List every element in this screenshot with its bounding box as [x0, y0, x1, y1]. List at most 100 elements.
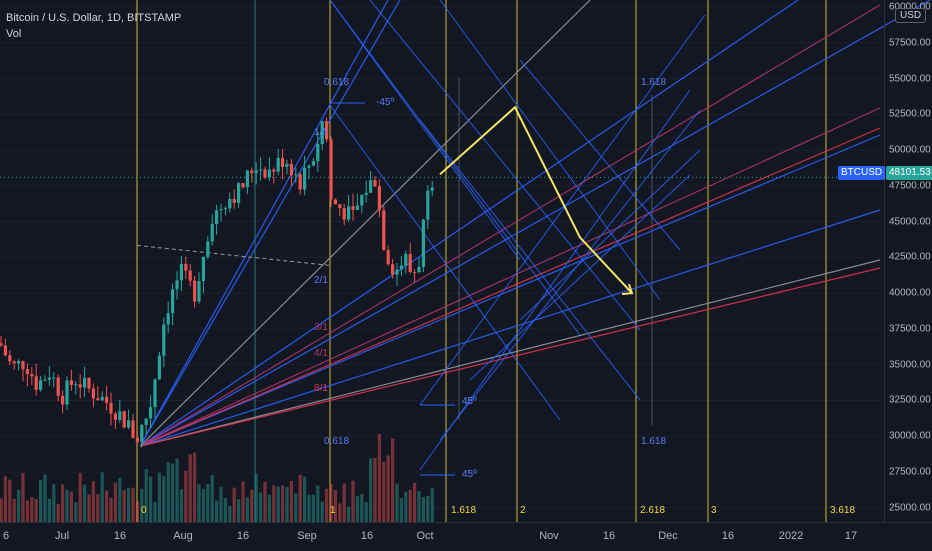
candle-body	[294, 174, 298, 176]
candle-body	[74, 384, 78, 386]
candle-body	[373, 180, 377, 187]
projection-arrow	[439, 105, 633, 294]
candle-body	[131, 420, 135, 438]
volume-bar	[118, 477, 122, 522]
candle-body	[320, 121, 324, 145]
candle-body	[382, 210, 386, 250]
angle-label-mid: 45º	[462, 396, 477, 407]
volume-bar	[78, 473, 82, 522]
candle-body	[21, 361, 25, 370]
volume-bar	[386, 455, 390, 522]
volume-bar	[96, 494, 100, 522]
candle-body	[311, 161, 315, 166]
volume-bar	[289, 480, 293, 522]
time-axis[interactable]	[0, 522, 932, 551]
volume-bar	[166, 462, 170, 522]
time-tick: Nov	[539, 530, 559, 542]
candle-body	[219, 209, 223, 211]
gann-label-8-1: 8/1	[314, 383, 328, 394]
price-tick: 25000.00	[889, 502, 931, 514]
gann-label-3-1: 3/1	[314, 322, 328, 333]
volume-bar	[100, 472, 104, 522]
candle-body	[87, 377, 91, 389]
volume-bar	[241, 481, 245, 522]
volume-bar	[426, 495, 430, 522]
fan-line	[139, 127, 881, 447]
volume-bar	[25, 500, 29, 522]
candle-body	[184, 263, 188, 271]
volume-bar	[307, 494, 311, 522]
candle-body	[193, 280, 197, 302]
gann-label-1-1: 1/1	[314, 127, 328, 138]
price-tick: 42500.00	[889, 251, 931, 263]
lattice-line	[369, 0, 641, 331]
price-tick: 35000.00	[889, 359, 931, 371]
price-tick: 50000.00	[889, 144, 931, 156]
volume-bar	[47, 498, 51, 522]
volume-bar	[259, 492, 263, 522]
volume-bar	[338, 503, 342, 522]
candle-body	[404, 253, 408, 266]
lattice-line	[329, 0, 521, 261]
volume-bar	[34, 498, 38, 522]
candle-body	[272, 169, 276, 172]
fan-line	[139, 107, 881, 447]
fan-line	[139, 0, 591, 447]
support-dashed-line	[136, 244, 331, 266]
candle-body	[329, 139, 333, 200]
lattice-line	[329, 104, 561, 421]
volume-bar	[3, 476, 7, 522]
candle-body	[232, 198, 236, 203]
volume-bar	[131, 487, 135, 522]
volume-bar	[122, 490, 126, 522]
volume-bar	[347, 506, 351, 522]
time-tick: Dec	[658, 530, 678, 542]
legend-title: Bitcoin / U.S. Dollar, 1D, BITSTAMP	[6, 12, 182, 24]
price-axis[interactable]	[884, 0, 932, 522]
fib-label-top-left: 0.618	[324, 77, 350, 88]
volume-bar	[144, 469, 148, 522]
candle-body	[179, 263, 183, 281]
time-tick: 16	[360, 530, 374, 542]
fib-label-top-right: 1.618	[641, 77, 667, 88]
volume-bar	[325, 488, 329, 522]
volume-bar	[294, 493, 298, 522]
price-tick: 40000.00	[889, 287, 931, 299]
candle-body	[166, 313, 170, 325]
volume-bar	[179, 489, 183, 522]
price-tick: 30000.00	[889, 430, 931, 442]
volume-bar	[267, 494, 271, 522]
cycle-label-1-618: 1.618	[451, 505, 477, 516]
volume-bar	[157, 472, 161, 522]
candle-body	[421, 219, 425, 267]
candle-body	[210, 223, 214, 242]
candle-body	[113, 413, 117, 420]
candle-body	[175, 280, 179, 290]
candle-body	[157, 355, 161, 380]
lattice-line	[439, 0, 661, 301]
gann-fan[interactable]	[139, 0, 931, 447]
candle-body	[285, 163, 289, 167]
candle-body	[39, 380, 43, 390]
cycle-label-3-618: 3.618	[830, 505, 856, 516]
volume-bar	[373, 458, 377, 522]
gann-lattice-lines[interactable]	[136, 0, 706, 476]
lattice-line	[419, 14, 706, 406]
candle-body	[188, 270, 192, 281]
volume-bar	[210, 475, 214, 522]
volume-bar	[61, 484, 65, 522]
candle-body	[316, 144, 320, 162]
drawing-objects[interactable]	[439, 105, 634, 296]
currency-button[interactable]: USD	[895, 8, 927, 23]
volume-bar	[0, 498, 3, 522]
candle-body	[254, 170, 258, 174]
candle-body	[386, 249, 390, 265]
candle-body	[408, 253, 412, 273]
candle-body	[171, 289, 175, 314]
volume-bar	[197, 484, 201, 522]
time-tick: 2022	[778, 530, 804, 542]
volume-bar	[149, 476, 153, 522]
candle-body	[206, 241, 210, 257]
candle-body	[399, 265, 403, 270]
